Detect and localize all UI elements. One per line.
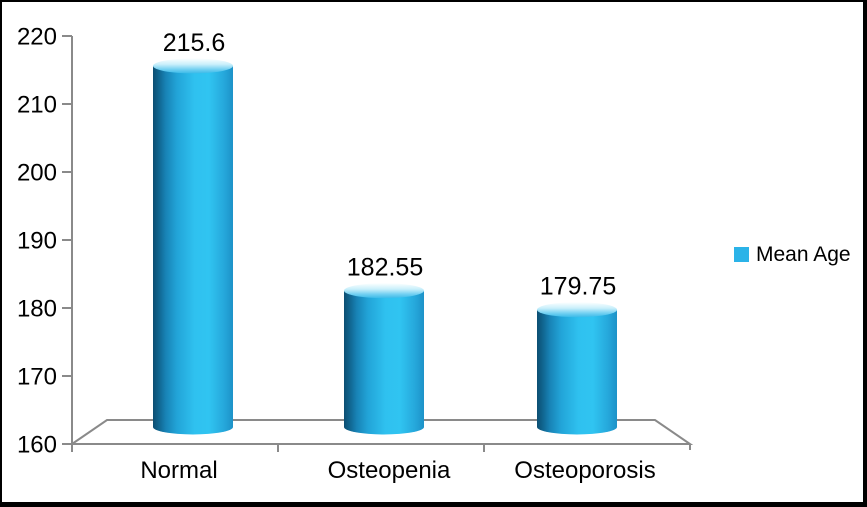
y-axis-tick-label: 200 [17, 160, 57, 187]
data-label-normal: 215.6 [163, 29, 226, 57]
y-axis-tick-label: 210 [17, 92, 57, 119]
bar-osteoporosis [537, 302, 617, 435]
data-label-osteopenia: 182.55 [347, 254, 423, 282]
bar-osteopenia [344, 283, 424, 435]
bar-body [153, 65, 233, 428]
y-axis-tick-label: 190 [17, 228, 57, 255]
legend: Mean Age [734, 244, 851, 265]
bar-top-face [537, 302, 617, 318]
bar-normal [153, 58, 233, 435]
legend-marker-icon [734, 247, 749, 262]
bar-bottom-face [153, 419, 233, 435]
bar-top-face [153, 58, 233, 74]
bar-top-face [344, 283, 424, 299]
bar-bottom-face [537, 419, 617, 435]
category-label-osteoporosis: Osteoporosis [514, 457, 655, 484]
y-axis-tick-label: 220 [17, 24, 57, 51]
data-label-osteoporosis: 179.75 [540, 273, 616, 301]
y-axis-tick-label: 160 [17, 432, 57, 459]
category-label-osteopenia: Osteopenia [328, 457, 451, 484]
bar-bottom-face [344, 419, 424, 435]
legend-label: Mean Age [756, 243, 851, 266]
chart-canvas: 160 170 180 190 200 210 220 215.6 182.55 179.75 No… [17, 24, 694, 484]
bar-body [537, 309, 617, 427]
bar-body [344, 290, 424, 427]
y-axis-tick-label: 170 [17, 364, 57, 391]
y-axis-tick-label: 180 [17, 296, 57, 323]
category-label-normal: Normal [140, 457, 217, 484]
